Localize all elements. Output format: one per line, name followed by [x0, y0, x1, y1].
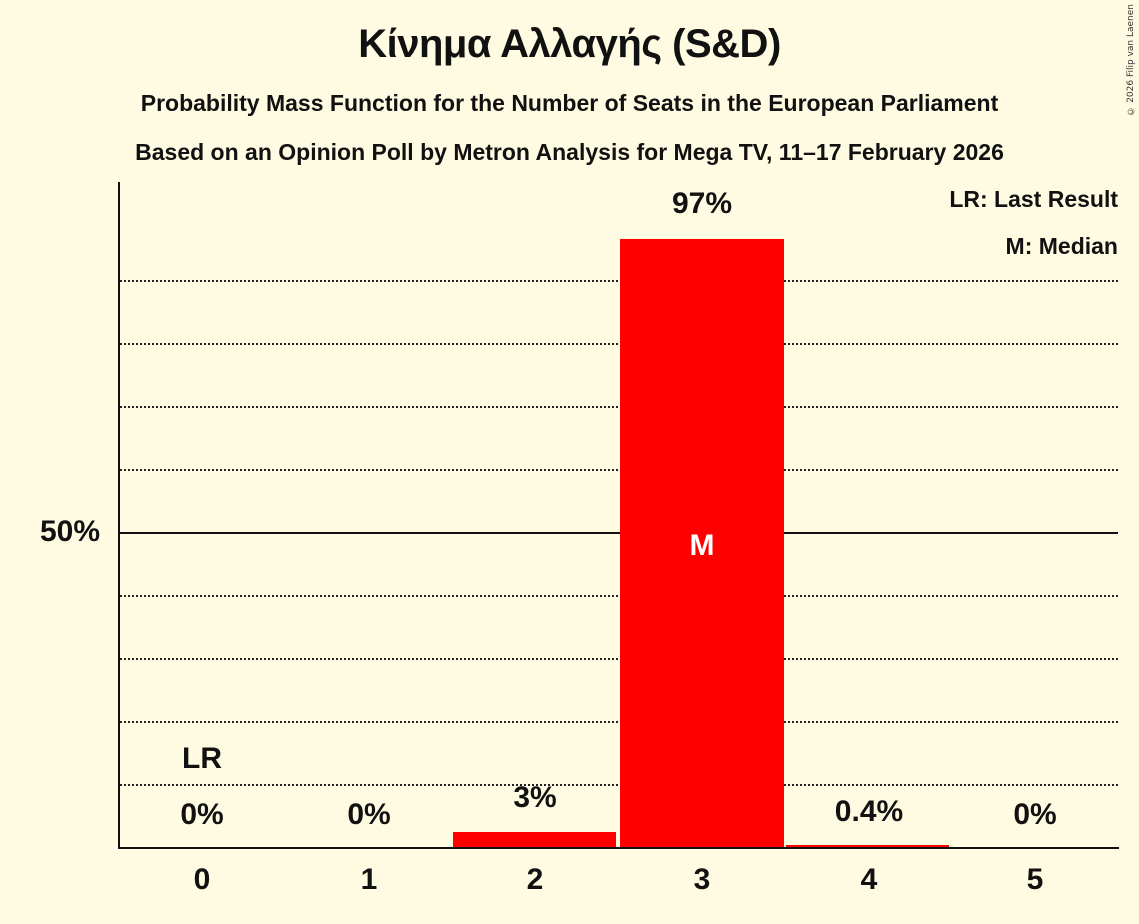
x-axis: [118, 847, 1119, 849]
bar-label-2: 3%: [513, 781, 557, 814]
gridline-50: [120, 532, 1118, 534]
gridline-70: [120, 406, 1118, 408]
bar-4-seats: [786, 845, 949, 848]
y-axis: [118, 182, 120, 849]
bar-3-seats: [620, 239, 784, 848]
gridline-80: [120, 343, 1118, 345]
chart-subtitle: Probability Mass Function for the Number…: [140, 90, 999, 116]
bar-label-1: 0%: [347, 798, 391, 831]
x-tick-1: 1: [360, 863, 378, 896]
bar-label-4: 0.4%: [834, 795, 904, 828]
gridline-40: [120, 595, 1118, 597]
x-tick-5: 5: [1026, 863, 1044, 896]
x-tick-2: 2: [526, 863, 544, 896]
bar-2-seats: [453, 832, 616, 848]
x-tick-3: 3: [693, 863, 711, 896]
median-marker: M: [689, 529, 715, 562]
legend-median: M: Median: [1005, 233, 1118, 259]
bar-label-0: 0%: [180, 798, 224, 831]
legend-last-result: LR: Last Result: [949, 186, 1118, 212]
bar-label-3: 97%: [671, 187, 733, 220]
y-tick-50: 50%: [39, 515, 100, 548]
bar-label-5: 0%: [1013, 798, 1057, 831]
gridline-30: [120, 658, 1118, 660]
gridline-90: [120, 280, 1118, 282]
chart-source: Based on an Opinion Poll by Metron Analy…: [135, 139, 1004, 165]
gridline-10: [120, 784, 1118, 786]
gridline-20: [120, 721, 1118, 723]
x-tick-4: 4: [860, 863, 878, 896]
x-tick-0: 0: [193, 863, 211, 896]
chart-title: Κίνημα Αλλαγής (S&D): [358, 22, 781, 66]
last-result-marker: LR: [182, 742, 222, 775]
gridline-60: [120, 469, 1118, 471]
